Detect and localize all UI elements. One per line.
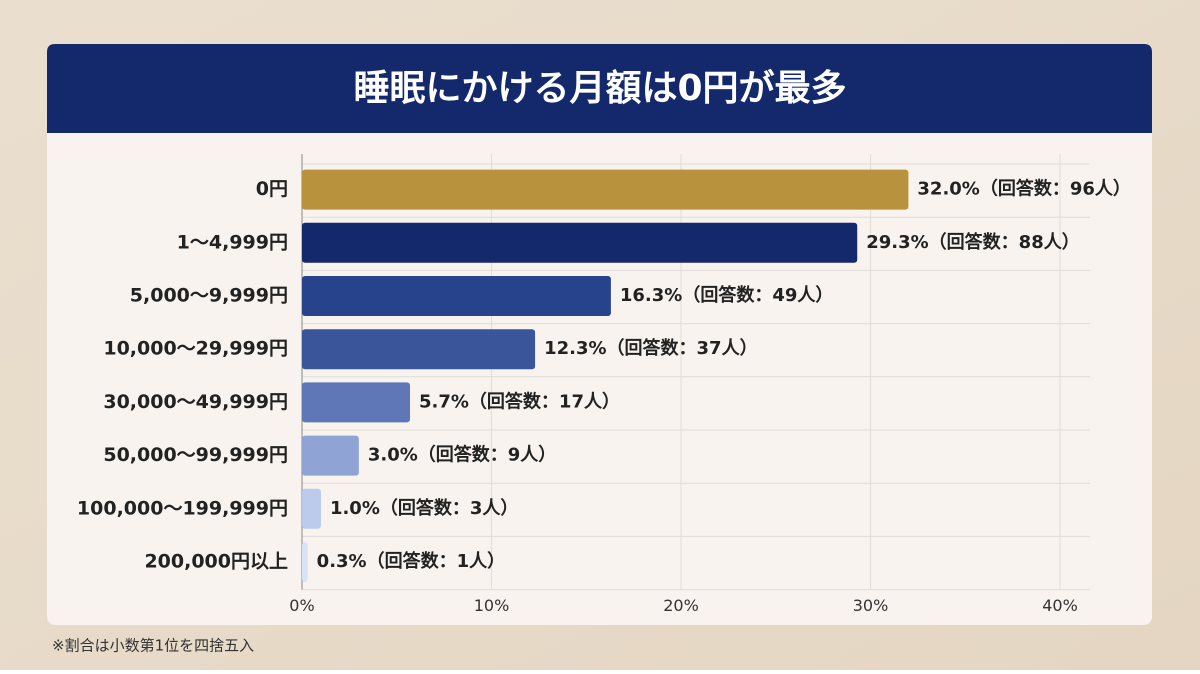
x-tick-label: 20% <box>663 596 699 615</box>
bar <box>302 329 536 370</box>
x-tick-label: 40% <box>1042 596 1078 615</box>
x-tick-label: 30% <box>853 596 889 615</box>
y-tick-label: 1〜4,999円 <box>177 231 288 253</box>
bar <box>302 542 308 582</box>
x-tick-label: 0% <box>289 596 314 615</box>
bar <box>302 488 321 529</box>
bar <box>302 435 359 476</box>
y-tick-label: 5,000〜9,999円 <box>130 285 288 307</box>
value-label: 12.3%（回答数：37人） <box>544 337 758 359</box>
y-tick-label: 50,000〜99,999円 <box>103 444 288 466</box>
y-tick-label: 30,000〜49,999円 <box>103 391 288 413</box>
y-tick-label: 100,000〜199,999円 <box>77 497 288 519</box>
value-label: 16.3%（回答数：49人） <box>620 284 834 306</box>
value-label: 32.0%（回答数：96人） <box>917 178 1131 200</box>
header <box>47 44 1152 133</box>
value-label: 3.0%（回答数：9人） <box>368 444 556 466</box>
value-label: 1.0%（回答数：3人） <box>330 497 518 519</box>
bar <box>302 169 909 210</box>
y-tick-label: 10,000〜29,999円 <box>103 338 288 360</box>
chart-title: 睡眠にかける月額は0円が最多 <box>353 68 846 109</box>
bar <box>302 222 858 263</box>
bar <box>302 276 611 316</box>
y-tick-label: 0円 <box>256 178 288 200</box>
footnote: ※割合は小数第1位を四捨五入 <box>52 637 254 655</box>
y-tick-label: 200,000円以上 <box>144 551 288 573</box>
plot-area: 0% 10% 20% 30% 40% 0円 32.0%（回答数：96人） 1〜4,999円 29… <box>77 154 1131 615</box>
value-label: 29.3%（回答数：88人） <box>866 231 1080 253</box>
x-tick-label: 10% <box>474 596 510 615</box>
bar <box>302 382 411 423</box>
value-label: 0.3%（回答数：1人） <box>317 550 505 572</box>
value-label: 5.7%（回答数：17人） <box>419 390 620 412</box>
